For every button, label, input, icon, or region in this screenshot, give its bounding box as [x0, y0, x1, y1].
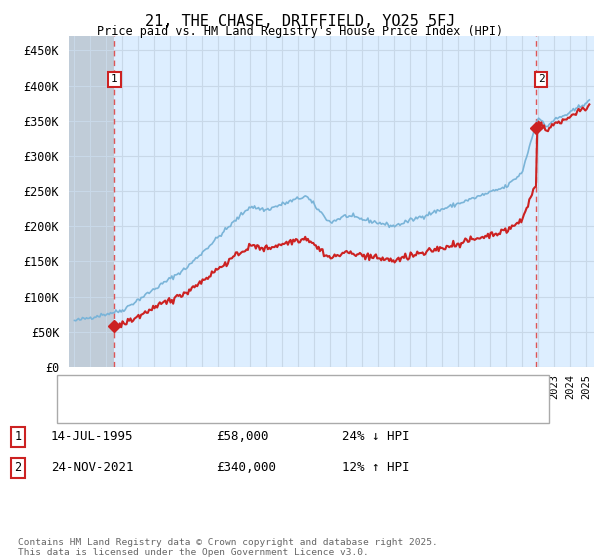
Text: 2: 2 [14, 461, 22, 474]
Text: ———: ——— [66, 401, 89, 414]
Text: 1: 1 [14, 430, 22, 444]
Text: Price paid vs. HM Land Registry's House Price Index (HPI): Price paid vs. HM Land Registry's House … [97, 25, 503, 38]
Text: ———: ——— [66, 380, 89, 393]
Text: 21, THE CHASE, DRIFFIELD, YO25 5FJ: 21, THE CHASE, DRIFFIELD, YO25 5FJ [145, 14, 455, 29]
Text: 14-JUL-1995: 14-JUL-1995 [51, 430, 133, 444]
Text: £340,000: £340,000 [216, 461, 276, 474]
Text: 12% ↑ HPI: 12% ↑ HPI [342, 461, 409, 474]
Bar [69, 36, 115, 367]
Text: Contains HM Land Registry data © Crown copyright and database right 2025.
This d: Contains HM Land Registry data © Crown c… [18, 538, 438, 557]
Text: 1: 1 [111, 74, 118, 85]
Text: 24-NOV-2021: 24-NOV-2021 [51, 461, 133, 474]
Text: 24% ↓ HPI: 24% ↓ HPI [342, 430, 409, 444]
Text: HPI: Average price, detached house, East Riding of Yorkshire: HPI: Average price, detached house, East… [102, 403, 507, 413]
Text: 2: 2 [538, 74, 545, 85]
Text: 21, THE CHASE, DRIFFIELD, YO25 5FJ (detached house): 21, THE CHASE, DRIFFIELD, YO25 5FJ (deta… [102, 381, 446, 391]
Text: £58,000: £58,000 [216, 430, 269, 444]
